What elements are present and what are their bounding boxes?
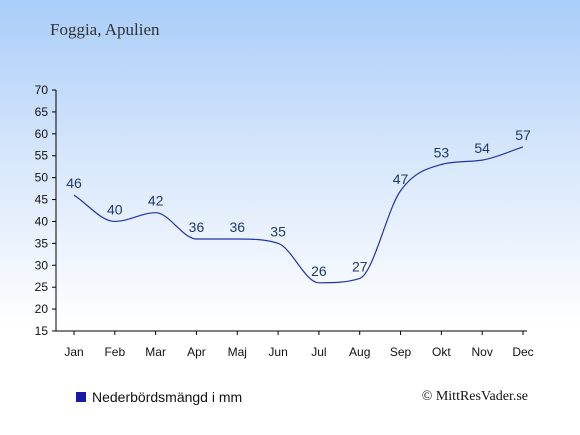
y-tick-label: 35 [35, 236, 49, 250]
data-label: 46 [66, 175, 82, 191]
chart-title: Foggia, Apulien [50, 20, 160, 39]
data-label: 54 [474, 140, 490, 156]
x-tick-label: Mar [145, 345, 166, 359]
legend-swatch [76, 392, 86, 402]
y-tick-label: 25 [35, 280, 49, 294]
data-label: 26 [311, 263, 327, 279]
data-label: 36 [229, 219, 245, 235]
x-tick-label: Apr [187, 345, 206, 359]
data-label: 40 [107, 201, 123, 217]
data-label: 27 [352, 258, 368, 274]
x-tick-label: Jan [64, 345, 83, 359]
series-line [73, 146, 524, 284]
data-label: 47 [393, 171, 409, 187]
data-label: 42 [148, 193, 164, 209]
x-tick-label: Maj [228, 345, 247, 359]
y-tick-label: 50 [35, 171, 49, 185]
y-tick-label: 30 [35, 258, 49, 272]
x-tick-label: Dec [512, 345, 533, 359]
y-tick-label: 55 [35, 149, 49, 163]
y-tick-label: 60 [35, 127, 49, 141]
x-tick-label: Jun [268, 345, 287, 359]
x-tick-label: Feb [104, 345, 125, 359]
data-label: 36 [189, 219, 205, 235]
legend-label: Nederbördsmängd i mm [92, 389, 243, 405]
y-tick-label: 70 [35, 83, 49, 97]
y-tick-label: 45 [35, 193, 49, 207]
y-tick-label: 20 [35, 302, 49, 316]
y-tick-label: 65 [35, 105, 49, 119]
y-tick-label: 15 [35, 324, 49, 338]
x-tick-label: Okt [432, 345, 451, 359]
legend: Nederbördsmängd i mm [76, 389, 242, 405]
data-label: 57 [515, 127, 531, 143]
data-label: 53 [434, 144, 450, 160]
copyright-text: © MittResVader.se [421, 389, 528, 404]
y-tick-label: 40 [35, 214, 49, 228]
x-tick-label: Nov [472, 345, 493, 359]
x-tick-label: Aug [349, 345, 370, 359]
x-tick-label: Jul [311, 345, 326, 359]
x-tick-label: Sep [390, 345, 412, 359]
data-label: 35 [270, 223, 286, 239]
